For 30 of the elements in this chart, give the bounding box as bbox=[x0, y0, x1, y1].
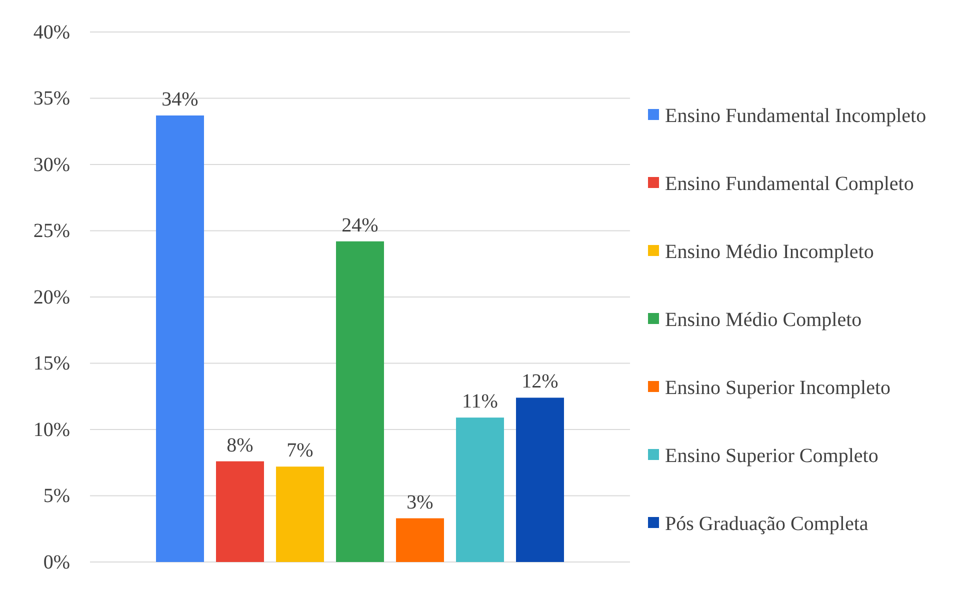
bar bbox=[456, 418, 504, 562]
legend-label: Ensino Médio Incompleto bbox=[665, 241, 874, 263]
data-label: 24% bbox=[342, 214, 378, 236]
data-label: 12% bbox=[522, 370, 558, 393]
legend-label: Ensino Fundamental Incompleto bbox=[665, 105, 926, 127]
y-tick-label: 30% bbox=[33, 154, 70, 176]
y-tick-label: 15% bbox=[33, 352, 70, 375]
legend-label: Ensino Médio Completo bbox=[665, 309, 862, 331]
legend-label: Pós Graduação Completa bbox=[665, 513, 868, 535]
data-label: 11% bbox=[462, 390, 498, 413]
bar bbox=[216, 461, 264, 562]
data-label: 3% bbox=[406, 491, 434, 514]
data-label: 7% bbox=[286, 440, 314, 462]
legend-label: Ensino Fundamental Completo bbox=[665, 173, 914, 195]
y-tick-label: 10% bbox=[33, 418, 70, 441]
data-label: 8% bbox=[226, 434, 254, 456]
bar bbox=[516, 398, 564, 562]
legend-label: Ensino Superior Incompleto bbox=[665, 377, 891, 399]
y-tick-label: 5% bbox=[43, 485, 70, 508]
y-tick-label: 25% bbox=[33, 220, 70, 242]
y-tick-label: 35% bbox=[33, 88, 70, 110]
y-tick-label: 20% bbox=[33, 286, 70, 308]
legend-label: Ensino Superior Completo bbox=[665, 445, 878, 467]
data-label: 34% bbox=[162, 88, 198, 110]
y-tick-label: 40% bbox=[33, 21, 70, 44]
bar bbox=[396, 518, 444, 562]
y-tick-label: 0% bbox=[43, 551, 70, 574]
bar bbox=[276, 466, 324, 562]
bar bbox=[156, 115, 204, 562]
bar bbox=[336, 241, 384, 562]
